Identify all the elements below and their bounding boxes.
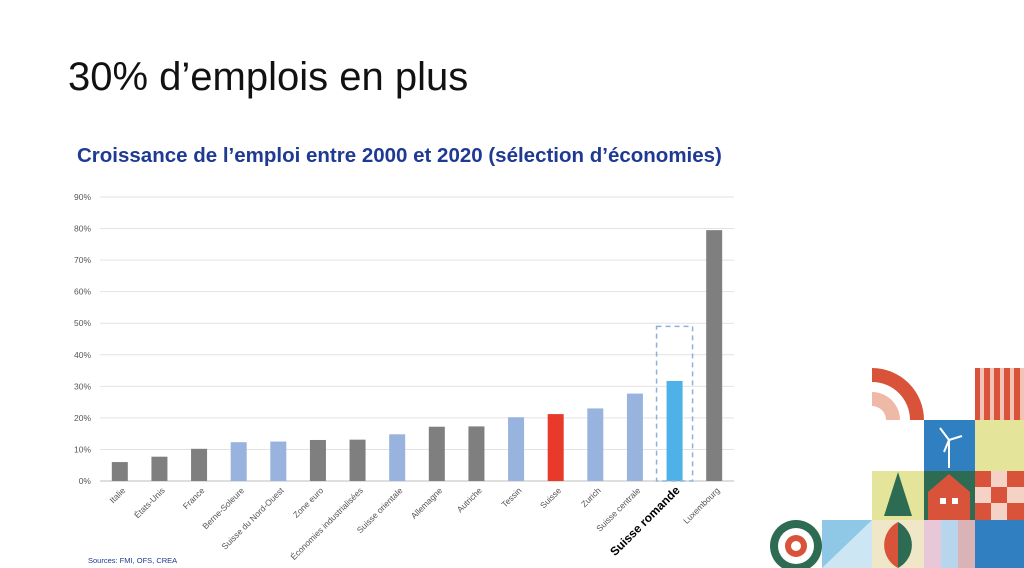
bar-2	[191, 448, 208, 481]
bar-4	[270, 441, 287, 481]
bar-6	[349, 439, 366, 481]
sources-note: Sources: FMI, OFS, CREA	[88, 556, 178, 565]
bar-11	[547, 414, 564, 481]
bar-0	[111, 462, 128, 481]
bar-1	[151, 456, 168, 481]
y-tick-label: 60%	[74, 287, 91, 297]
slide-title: 30% d’emplois en plus	[68, 55, 469, 99]
tree-shape	[884, 472, 912, 516]
bar-9	[468, 426, 485, 481]
y-tick-label: 10%	[74, 444, 91, 454]
house-shape	[928, 474, 970, 520]
bar-10	[508, 417, 525, 481]
highlight-box	[655, 325, 694, 482]
y-tick-label: 50%	[74, 318, 91, 328]
y-tick-label: 20%	[74, 413, 91, 423]
arc-shape	[872, 368, 924, 420]
y-tick-label: 30%	[74, 381, 91, 391]
bar-13	[626, 393, 643, 481]
bar-15	[706, 230, 723, 481]
bar-12	[587, 408, 604, 481]
y-tick-label: 80%	[74, 224, 91, 234]
y-tick-label: 70%	[74, 255, 91, 265]
y-tick-label: 90%	[74, 192, 91, 202]
bar-8	[428, 426, 445, 481]
bar-14	[666, 380, 683, 481]
arc-shape	[872, 392, 900, 420]
y-tick-label: 0%	[79, 476, 92, 486]
y-tick-label: 40%	[74, 350, 91, 360]
bar-3	[230, 442, 247, 481]
chart-title: Croissance de l’emploi entre 2000 et 202…	[77, 144, 722, 167]
bar-7	[389, 434, 406, 481]
bar-5	[309, 439, 326, 481]
